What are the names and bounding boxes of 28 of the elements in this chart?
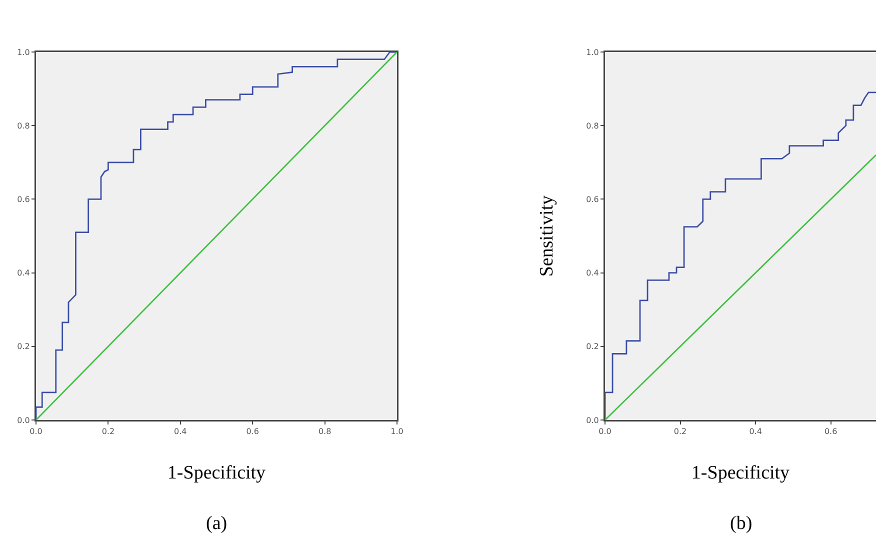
x-tick-label: 1.0	[390, 427, 404, 436]
y-tick-label: 0.2	[17, 342, 30, 352]
y-axis-title: Sensitivity	[536, 194, 558, 277]
y-tick-label: 1.0	[586, 48, 599, 57]
x-axis-title: 1-Specificity	[167, 462, 266, 484]
x-tick-label: 0.4	[749, 427, 762, 436]
text: (a)	[206, 513, 228, 534]
y-tick-label: 0.0	[586, 416, 599, 425]
y-tick-label: 0.6	[586, 195, 599, 204]
y-tick-label: 0.6	[17, 195, 30, 204]
x-axis-title: 1-Specificity	[691, 462, 790, 484]
x-tick-label: 0.0	[598, 427, 612, 436]
x-tick-label: 0.0	[30, 427, 42, 436]
y-tick-label: 0.8	[17, 121, 30, 130]
y-tick-label: 0.4	[17, 268, 30, 278]
x-tick-label: 0.8	[318, 427, 332, 436]
y-tick-label: 0.4	[586, 268, 599, 278]
y-tick-label: 0.8	[586, 121, 599, 130]
line-series	[605, 92, 876, 420]
y-tick-label: 1.0	[17, 48, 30, 57]
x-tick-label: 0.2	[102, 427, 115, 436]
x-tick-label: 0.6	[246, 427, 259, 436]
x-tick-label: 0.4	[174, 427, 187, 436]
y-tick-label: 0.0	[17, 416, 30, 425]
x-tick-label: 0.2	[674, 427, 687, 436]
x-tick-label: 0.6	[824, 427, 838, 436]
text: (b)	[730, 513, 752, 534]
y-tick-label: 0.2	[586, 342, 599, 352]
